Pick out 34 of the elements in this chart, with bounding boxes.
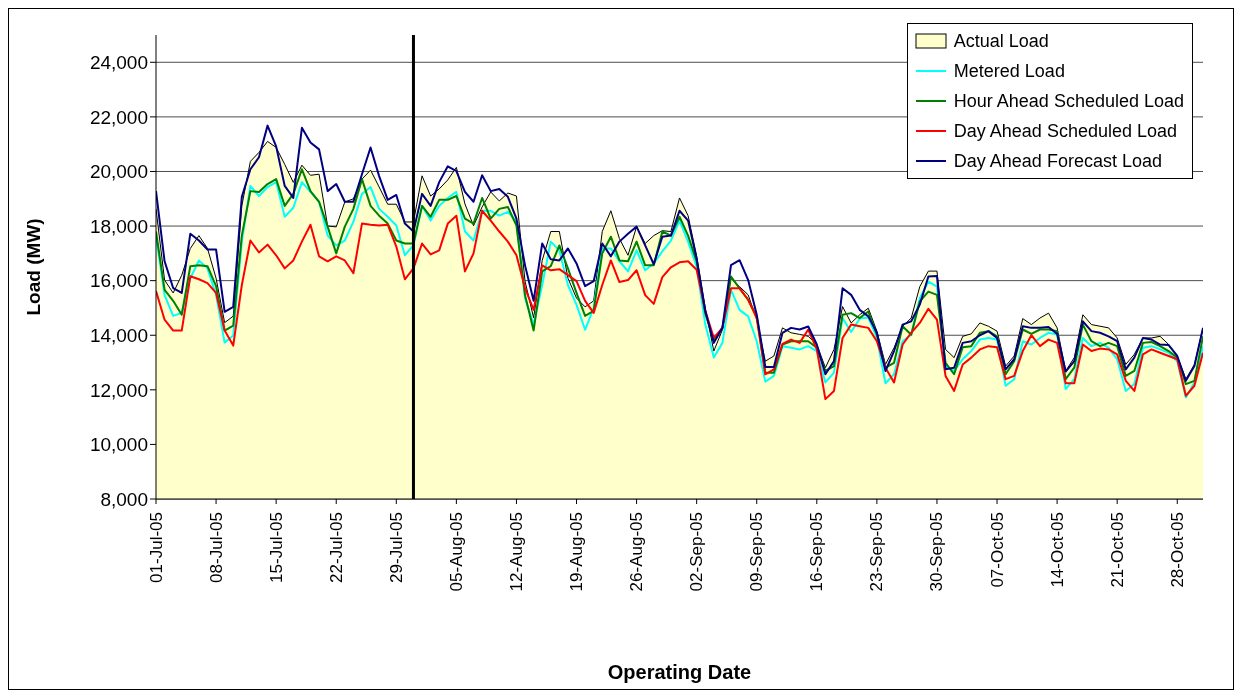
x-tick-label: 19-Aug-05	[567, 512, 587, 592]
y-tick-label: 22,000	[89, 106, 148, 128]
x-tick-label: 07-Oct-05	[987, 512, 1007, 588]
y-tick-label: 14,000	[89, 324, 148, 346]
x-tick-label: 28-Oct-05	[1167, 512, 1187, 588]
legend-label: Day Ahead Scheduled Load	[953, 120, 1177, 142]
x-tick-label: 26-Aug-05	[627, 512, 647, 592]
x-tick-label: 14-Oct-05	[1047, 512, 1067, 588]
x-tick-label: 08-Jul-05	[206, 512, 226, 583]
y-axis-title: Load (MW)	[22, 218, 44, 316]
legend-label: Day Ahead Forecast Load	[953, 150, 1162, 172]
x-tick-label: 29-Jul-05	[386, 512, 406, 583]
y-tick-label: 12,000	[89, 379, 148, 401]
x-tick-label: 01-Jul-05	[146, 512, 166, 583]
legend-label: Metered Load	[953, 60, 1065, 82]
y-tick-label: 24,000	[89, 52, 148, 74]
x-tick-label: 02-Sep-05	[687, 512, 707, 592]
legend-label: Hour Ahead Scheduled Load	[953, 90, 1184, 112]
y-tick-label: 8,000	[100, 488, 148, 510]
x-tick-label: 16-Sep-05	[807, 512, 827, 592]
x-tick-label: 22-Jul-05	[326, 512, 346, 583]
x-tick-label: 15-Jul-05	[266, 512, 286, 583]
legend-label: Actual Load	[953, 30, 1049, 52]
y-tick-label: 20,000	[89, 161, 148, 183]
y-tick-label: 16,000	[89, 270, 148, 292]
x-tick-label: 30-Sep-05	[927, 512, 947, 592]
x-tick-label: 21-Oct-05	[1107, 512, 1127, 588]
y-tick-label: 10,000	[89, 434, 148, 456]
x-axis-title: Operating Date	[607, 661, 752, 683]
x-tick-label: 09-Sep-05	[747, 512, 767, 592]
x-tick-label: 05-Aug-05	[446, 512, 466, 592]
x-tick-label: 23-Sep-05	[867, 512, 887, 592]
x-tick-label: 12-Aug-05	[506, 512, 526, 592]
y-tick-label: 18,000	[89, 215, 148, 237]
